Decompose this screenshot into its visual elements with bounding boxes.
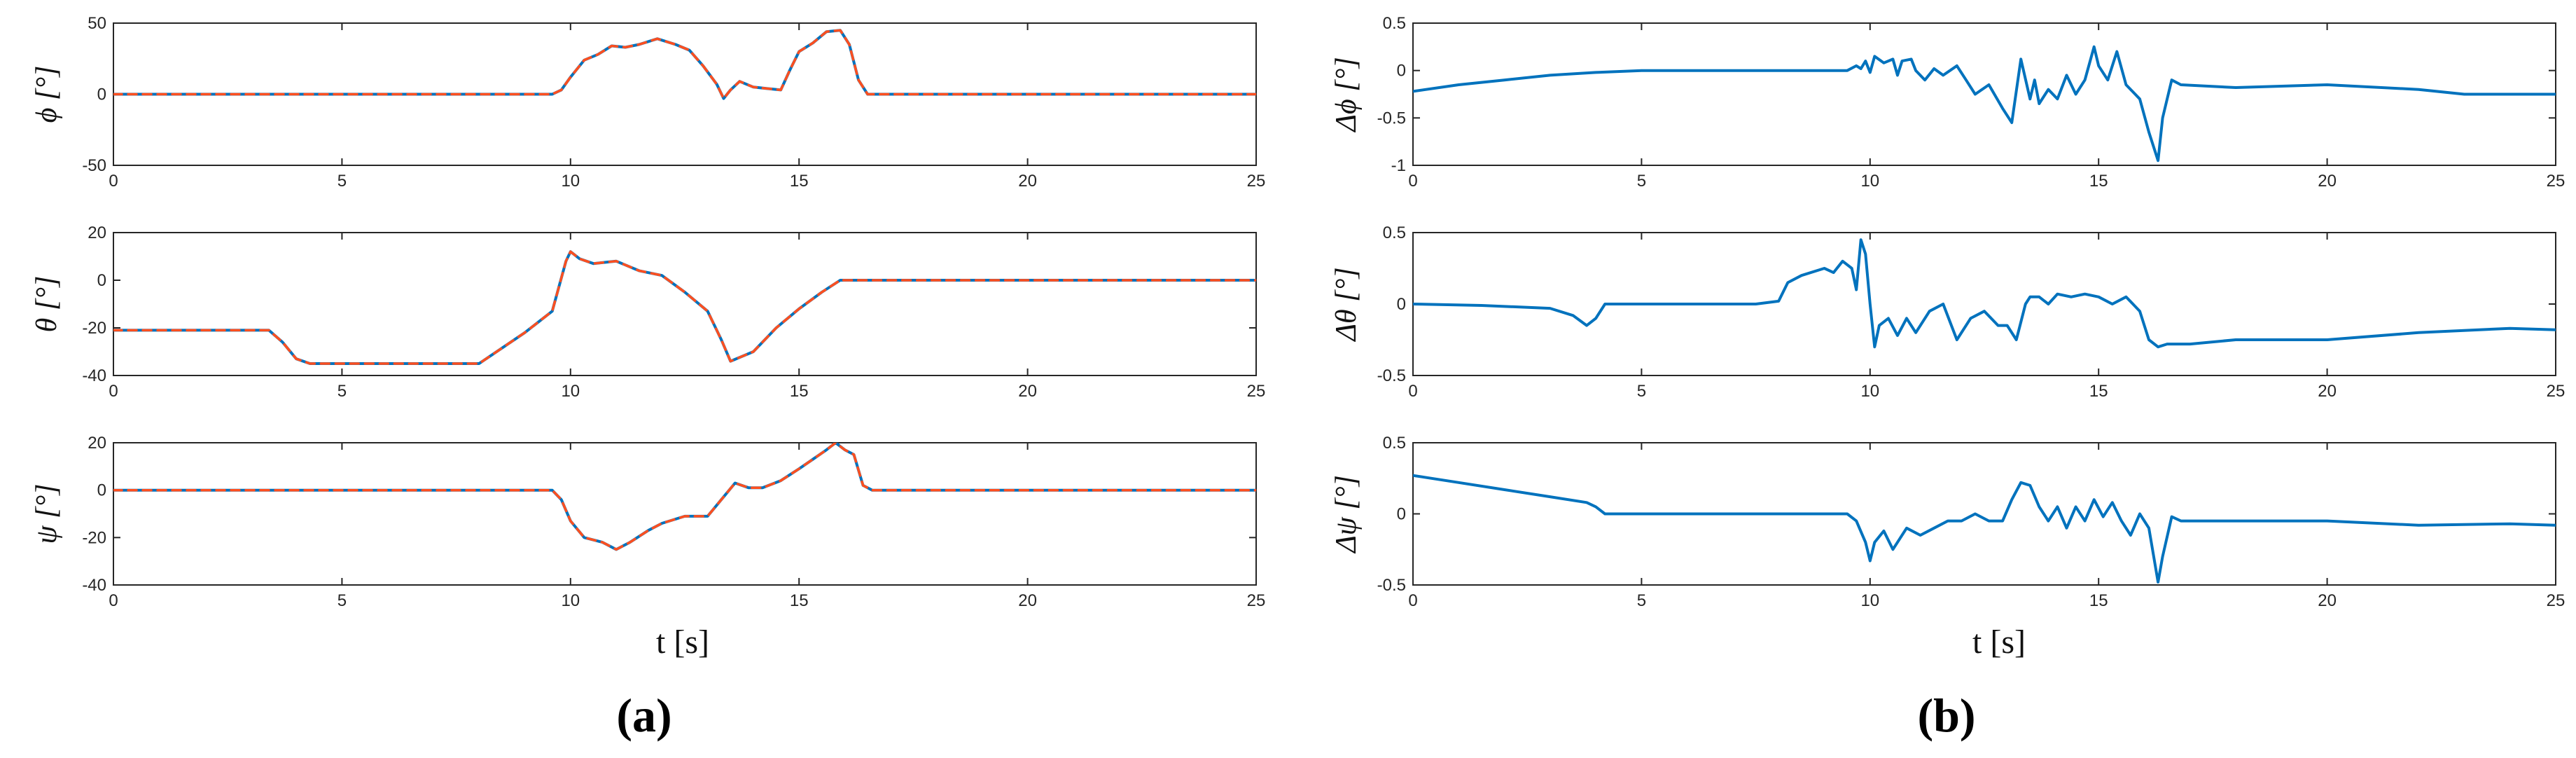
x-tick-label: 20 [2318, 591, 2337, 610]
y-tick-label: -40 [82, 576, 106, 595]
x-tick-label: 20 [1018, 172, 1037, 191]
y-tick-label: 0.5 [1383, 223, 1406, 242]
x-tick-label: 0 [1408, 172, 1417, 191]
x-tick-label: 15 [2089, 591, 2108, 610]
y-tick-label: 0 [1397, 295, 1406, 314]
axes-frame [1412, 442, 2556, 586]
y-tick-label: -20 [82, 528, 106, 547]
y-tick-label: 0.5 [1383, 14, 1406, 33]
x-tick-label: 25 [2547, 172, 2565, 191]
x-tick-label: 25 [2547, 591, 2565, 610]
series-line-measured [1413, 238, 2556, 349]
y-axis-label: Δϕ [°] [1330, 57, 1363, 132]
x-tick-label: 20 [2318, 382, 2337, 401]
subplot-3: 0 5 10 15 20 25 -1 -0.5 0 0.5 Δϕ [°] [1330, 14, 2565, 191]
y-tick-label: 0 [97, 85, 106, 104]
x-tick-label: 15 [790, 172, 809, 191]
x-tick-label: 20 [1018, 591, 1037, 610]
x-tick-label: 10 [561, 591, 580, 610]
x-tick-label: 25 [2547, 382, 2565, 401]
x-tick-label: 0 [109, 591, 118, 610]
y-tick-label: 20 [88, 434, 106, 453]
x-tick-label: 0 [109, 172, 118, 191]
y-axis-label: θ [°] [31, 276, 63, 333]
y-tick-label: 20 [88, 223, 106, 242]
axes-frame [113, 442, 1257, 586]
y-axis-label: ψ [°] [31, 483, 63, 544]
x-tick-label: 0 [109, 382, 118, 401]
y-tick-label: -0.5 [1377, 576, 1406, 595]
x-tick-label: 0 [1408, 382, 1417, 401]
x-tick-label: 5 [337, 591, 347, 610]
series-line-estimated [113, 443, 1256, 551]
x-tick-label: 15 [2089, 382, 2108, 401]
panel-label-b: (b) [1917, 689, 1975, 742]
axes-frame [1412, 22, 2556, 166]
y-tick-label: 0.5 [1383, 434, 1406, 453]
x-tick-label: 20 [1018, 382, 1037, 401]
x-tick-label: 15 [790, 382, 809, 401]
y-tick-label: 0 [1397, 62, 1406, 81]
x-tick-label: 10 [1860, 591, 1879, 610]
y-axis-label: Δθ [°] [1330, 267, 1363, 342]
series-line-measured [1413, 474, 2556, 584]
x-tick-label: 5 [1637, 591, 1646, 610]
y-tick-label: 50 [88, 14, 106, 33]
x-tick-label: 25 [1247, 591, 1266, 610]
y-tick-label: 0 [1397, 505, 1406, 524]
x-tick-label: 5 [1637, 172, 1646, 191]
subplot-2: 0 5 10 15 20 25 -40 -20 0 20 ψ [°] [31, 434, 1265, 610]
y-tick-label: -20 [82, 319, 106, 338]
axes-frame [113, 232, 1257, 376]
series-line-estimated [113, 29, 1256, 100]
x-tick-label: 15 [2089, 172, 2108, 191]
y-axis-label: Δψ [°] [1330, 475, 1363, 554]
x-tick-label: 25 [1247, 382, 1266, 401]
subplot-4: 0 5 10 15 20 25-0.500.5Δθ [°] [1330, 223, 2565, 401]
x-tick-label: 0 [1408, 591, 1417, 610]
y-tick-label: 0 [97, 481, 106, 500]
y-axis-label: ϕ [°] [31, 66, 63, 123]
y-tick-label: -40 [82, 366, 106, 385]
x-tick-label: 25 [1247, 172, 1266, 191]
y-tick-label: -0.5 [1377, 109, 1406, 128]
x-tick-label: 10 [1860, 172, 1879, 191]
x-tick-label: 10 [561, 382, 580, 401]
y-tick-label: -0.5 [1377, 366, 1406, 385]
x-tick-label: 10 [561, 172, 580, 191]
x-tick-label: 5 [1637, 382, 1646, 401]
xlabel-b: t [s] [1972, 623, 2026, 661]
y-tick-label: -50 [82, 156, 106, 175]
x-tick-label: 5 [337, 172, 347, 191]
xlabel-a: t [s] [656, 623, 709, 661]
series-line-measured [1413, 45, 2556, 163]
panel-label-a: (a) [616, 689, 671, 742]
axes-frame [1412, 232, 2556, 376]
y-tick-label: 0 [97, 271, 106, 290]
x-tick-label: 15 [790, 591, 809, 610]
y-tick-label: -1 [1391, 156, 1406, 175]
x-tick-label: 20 [2318, 172, 2337, 191]
x-tick-label: 5 [337, 382, 347, 401]
subplot-5: 0 5 10 15 20 25-0.500.5Δψ [°] [1330, 434, 2565, 610]
series-line-estimated [113, 250, 1256, 365]
x-tick-label: 10 [1860, 382, 1879, 401]
subplot-1: 0 5 10 15 20 25 -40 -20 0 20 θ [°] [31, 223, 1265, 401]
